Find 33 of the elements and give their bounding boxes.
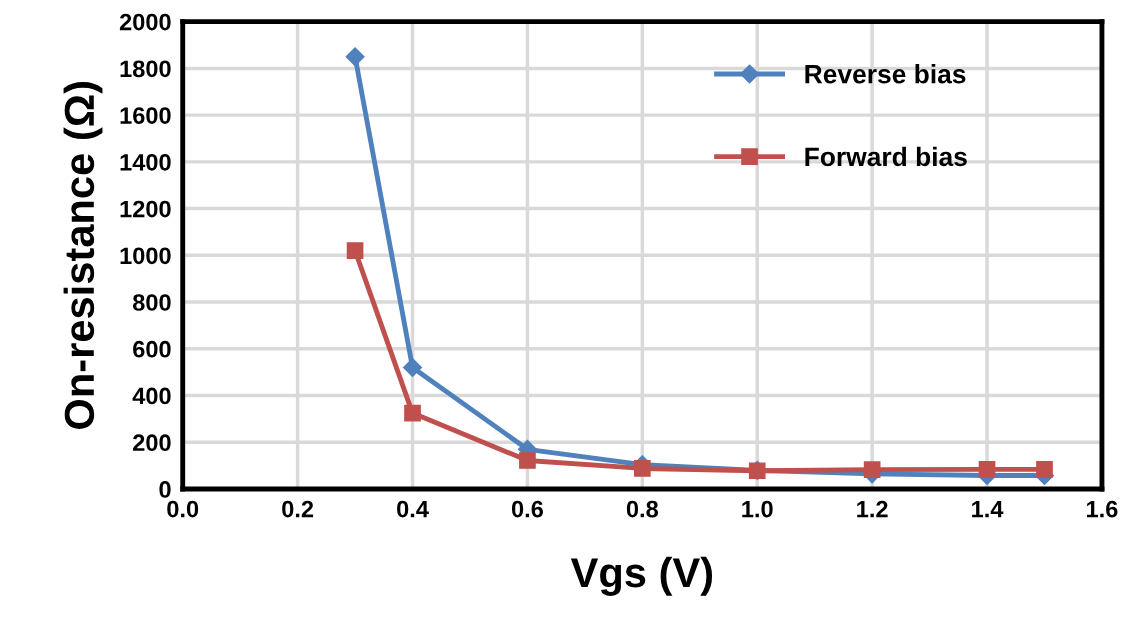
y-tick-label: 600 xyxy=(133,340,171,358)
point xyxy=(519,452,536,469)
x-tick-label: 1.0 xyxy=(742,500,773,518)
x-tick-label: 1.6 xyxy=(1087,500,1118,518)
point xyxy=(863,461,881,478)
x-axis-title: Vgs (V) xyxy=(570,556,713,596)
y-tick-label: 400 xyxy=(132,387,171,405)
y-axis-title: On-resistance (Ω) xyxy=(63,82,103,429)
point xyxy=(978,461,996,478)
y-tick-label: 1800 xyxy=(120,60,171,78)
y-tick-label: 200 xyxy=(133,434,171,452)
y-tick-label: 800 xyxy=(132,294,171,311)
x-tick-label: 0.2 xyxy=(282,500,314,518)
x-tick-label: 1.2 xyxy=(857,500,888,518)
point xyxy=(633,460,651,477)
x-tick-label: 0.4 xyxy=(397,500,429,518)
legend-label: Forward bias xyxy=(805,146,967,167)
x-tick-label: 0.6 xyxy=(511,500,543,518)
y-tick-label: 1200 xyxy=(120,200,171,218)
point xyxy=(404,404,421,422)
point xyxy=(1036,461,1053,478)
x-tick-label: 1.4 xyxy=(972,500,1004,518)
legend-label: Reverse bias xyxy=(805,64,966,84)
y-tick-label: 1600 xyxy=(120,107,171,124)
point xyxy=(402,357,423,378)
point xyxy=(345,47,365,67)
x-tick-label: 0.8 xyxy=(626,500,659,518)
x-tick-label: 0.0 xyxy=(167,500,199,518)
point xyxy=(346,242,364,259)
y-tick-label: 0 xyxy=(159,481,171,498)
y-tick-label: 2000 xyxy=(119,13,171,31)
y-tick-label: 1000 xyxy=(120,247,171,265)
y-tick-label: 1400 xyxy=(120,153,171,171)
